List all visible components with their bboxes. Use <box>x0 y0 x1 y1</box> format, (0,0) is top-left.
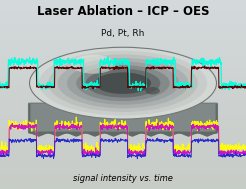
Ellipse shape <box>30 47 216 119</box>
Text: Laser Ablation – ICP – OES: Laser Ablation – ICP – OES <box>37 5 209 18</box>
Ellipse shape <box>95 72 151 94</box>
Ellipse shape <box>67 62 179 105</box>
Ellipse shape <box>145 87 160 94</box>
Ellipse shape <box>71 55 116 74</box>
Polygon shape <box>30 104 216 136</box>
Text: signal intensity vs. time: signal intensity vs. time <box>73 174 173 183</box>
Ellipse shape <box>86 69 160 98</box>
Ellipse shape <box>48 54 198 112</box>
Ellipse shape <box>76 65 170 101</box>
Ellipse shape <box>39 51 207 115</box>
FancyBboxPatch shape <box>28 103 218 133</box>
Text: Pd, Pt, Rh: Pd, Pt, Rh <box>101 29 145 38</box>
Ellipse shape <box>58 58 188 108</box>
